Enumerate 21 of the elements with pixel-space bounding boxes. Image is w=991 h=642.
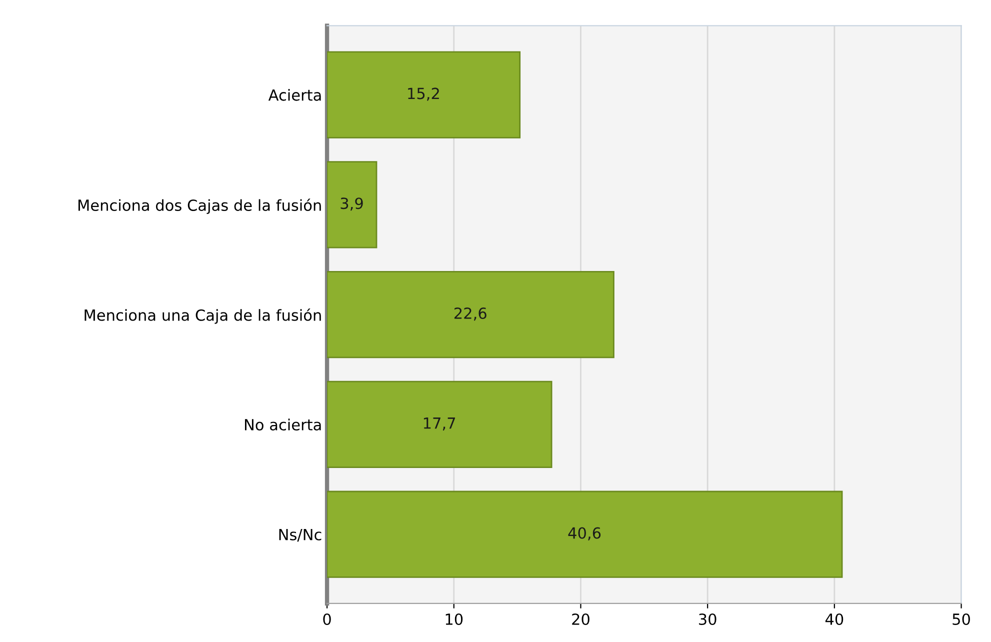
data-label: 22,6 [454, 307, 486, 321]
x-tick-label: 10 [446, 613, 463, 626]
bar [327, 490, 843, 578]
x-tick-label: 40 [825, 613, 844, 626]
y-tick-label: Acierta [268, 88, 321, 101]
x-tick-label: 30 [699, 613, 716, 626]
bar [327, 271, 614, 358]
x-tick-label: 20 [572, 613, 590, 626]
data-label: 17,7 [424, 418, 455, 430]
y-tick-label: Ns/Nc [279, 529, 322, 542]
data-label: 3,9 [340, 198, 363, 211]
y-tick-label: Menciona una Caja de la fusión [84, 308, 321, 324]
bar [327, 161, 378, 248]
y-tick-label: No acierta [244, 418, 321, 430]
bar [327, 51, 521, 138]
y-tick-label: Menciona dos Cajas de la fusión [78, 198, 321, 214]
x-tick-label: 50 [952, 613, 970, 626]
x-tick-label: 0 [323, 613, 331, 626]
bar [327, 380, 552, 468]
data-label: 40,6 [568, 527, 601, 540]
data-label: 15,2 [408, 88, 439, 101]
